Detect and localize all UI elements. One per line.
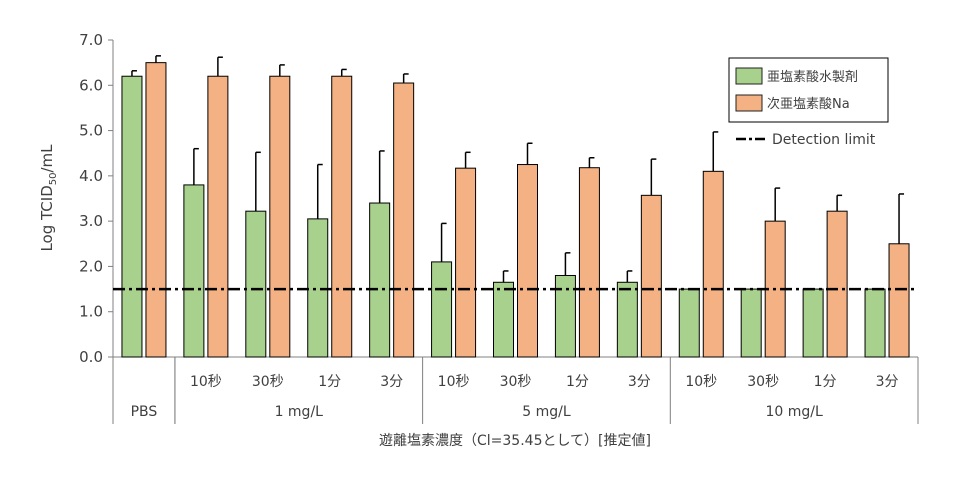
bar-series-2 (331, 75, 353, 358)
y-tick-label: 6.0 (79, 76, 103, 94)
bar-series-1 (554, 274, 576, 358)
bar-series-2 (702, 170, 724, 358)
x-category-label: 10秒 (438, 374, 470, 390)
y-tick-label: 7.0 (79, 31, 103, 49)
group-label: 5 mg/L (522, 404, 571, 420)
bar-series-2 (145, 62, 167, 358)
y-tick-label: 1.0 (79, 303, 103, 321)
x-category-label: 1分 (566, 374, 589, 390)
category-layer: 10秒 30秒 1分 3分 10秒 30秒 1分 3分 10秒 30秒 1分 3分 PBS 1 mg/L 5… (131, 357, 899, 424)
bar-series-1 (802, 288, 824, 358)
x-category-label: 1分 (318, 374, 341, 390)
x-category-label: 30秒 (500, 374, 532, 390)
group-label: 1 mg/L (275, 404, 324, 420)
detection-limit-legend-label: Detection limit (772, 132, 876, 148)
bar-series-1 (121, 75, 143, 358)
y-tick-label: 3.0 (79, 212, 103, 230)
y-tick-label: 4.0 (79, 167, 103, 185)
y-axis-label-tail: /mL (38, 144, 56, 173)
x-category-label: 30秒 (252, 374, 284, 390)
x-axis-label: 遊離塩素濃度（Cl=35.45として）[推定値] (379, 432, 651, 449)
bar-series-2 (455, 167, 477, 358)
bar-series-1 (369, 202, 391, 358)
bar-series-2 (393, 82, 415, 358)
x-category-label: 30秒 (747, 374, 779, 390)
legend-label-series-1: 亜塩素酸水製剤 (767, 69, 858, 85)
legend: 亜塩素酸水製剤 次亜塩素酸Na (728, 57, 889, 123)
y-axis-label: Log TCID50/mL (38, 144, 59, 252)
y-tick-label: 0.0 (79, 348, 103, 366)
bar-series-1 (616, 281, 638, 358)
bar-layer (121, 62, 910, 358)
y-tick-label: 2.0 (79, 257, 103, 275)
y-axis-label-sub: 50 (48, 173, 59, 186)
x-category-label: 10秒 (190, 374, 222, 390)
group-label: 10 mg/L (765, 404, 823, 420)
x-category-label: 10秒 (685, 374, 717, 390)
bar-series-1 (678, 288, 700, 358)
x-category-label: 3分 (876, 374, 899, 390)
y-tick-label: 5.0 (79, 122, 103, 140)
bar-series-1 (864, 288, 886, 358)
bar-series-2 (207, 75, 229, 358)
bar-series-1 (245, 210, 267, 358)
bar-series-2 (578, 167, 600, 358)
bar-series-1 (431, 261, 453, 358)
x-category-label: 1分 (814, 374, 837, 390)
bar-series-1 (740, 288, 762, 358)
legend-swatch-series-2 (735, 94, 763, 112)
x-category-label: 3分 (628, 374, 651, 390)
bar-series-1 (183, 184, 205, 358)
detection-limit-legend: Detection limit (736, 132, 876, 148)
legend-label-series-2: 次亜塩素酸Na (767, 96, 850, 112)
x-category-label: 3分 (380, 374, 403, 390)
bar-series-2 (269, 75, 291, 358)
bar-series-2 (888, 243, 910, 358)
bar-series-2 (517, 164, 538, 358)
group-label: PBS (131, 404, 158, 420)
bar-series-1 (493, 281, 514, 358)
bar-series-2 (826, 210, 848, 358)
bar-series-2 (640, 194, 662, 358)
error-layer (131, 55, 905, 283)
y-axis-label-main: Log TCID (38, 185, 56, 251)
legend-swatch-series-1 (735, 67, 763, 85)
